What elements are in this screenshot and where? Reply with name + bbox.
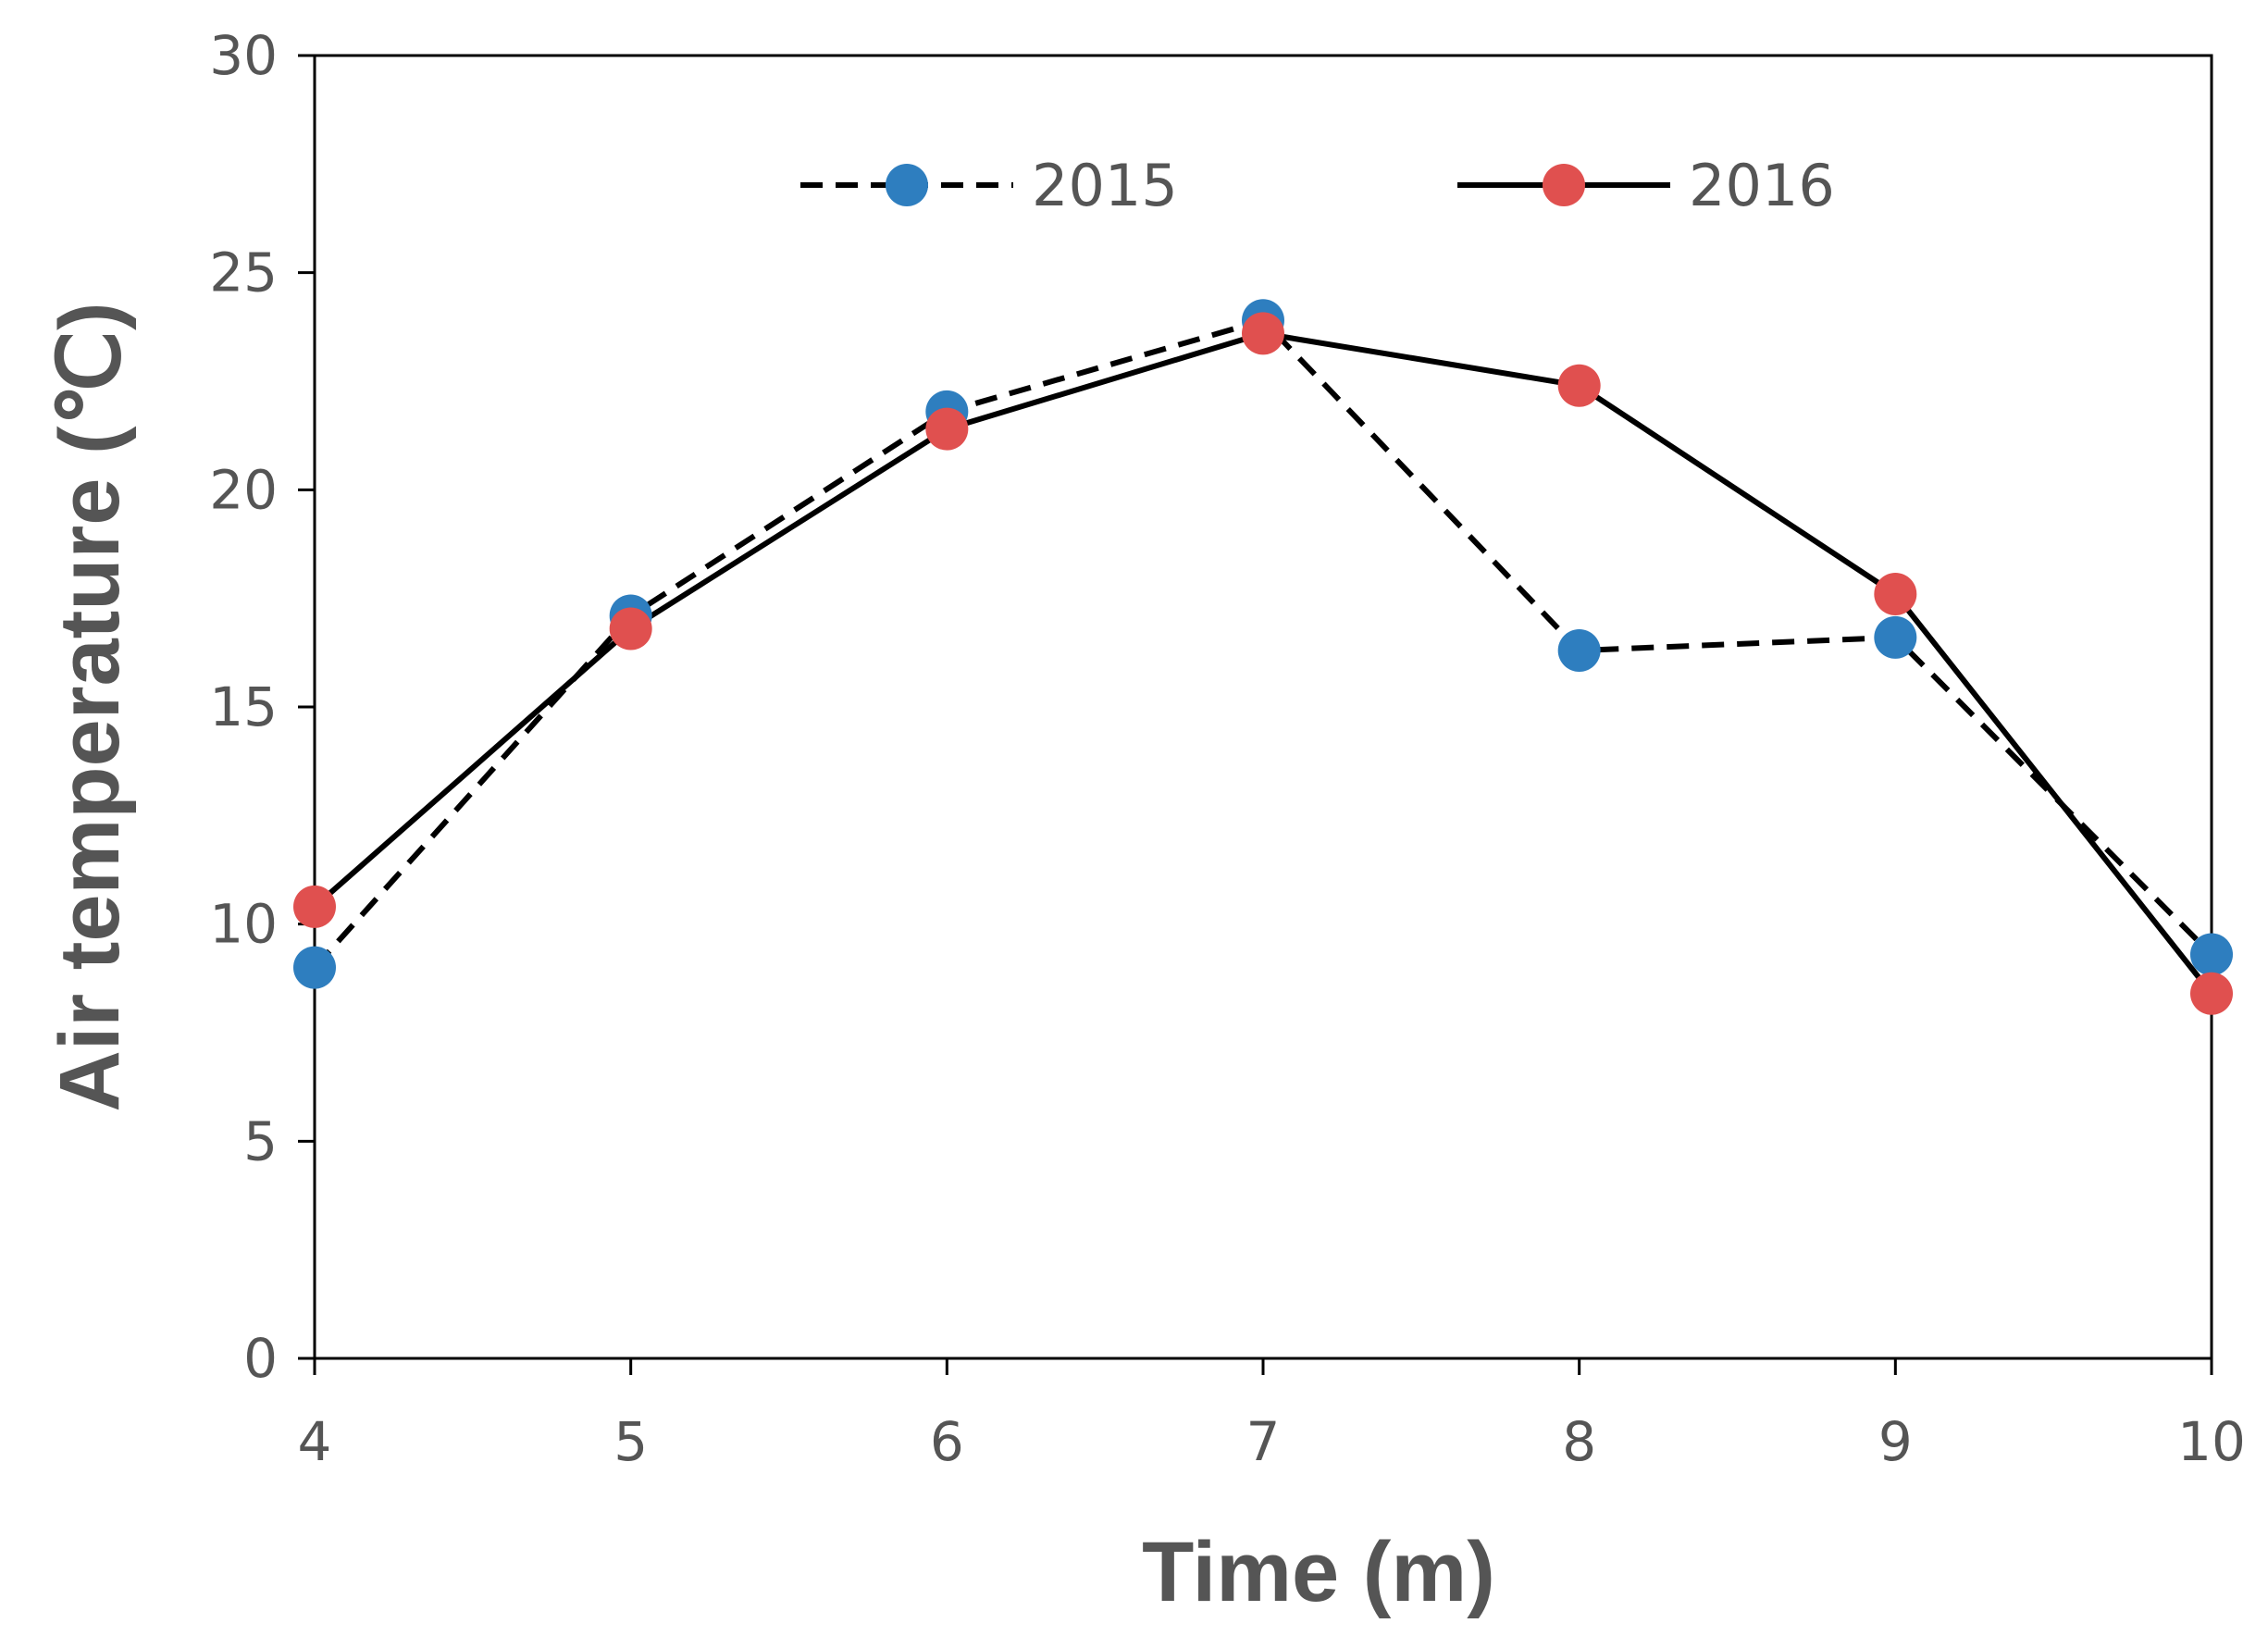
legend-label-2015: 2015 <box>1032 152 1178 219</box>
data-point-2015 <box>293 946 336 989</box>
x-axis: 4 5 6 7 8 9 10 <box>298 1358 2246 1473</box>
x-tick-label: 8 <box>1562 1410 1596 1473</box>
data-point-2015 <box>1874 615 1917 659</box>
data-point-2016 <box>609 607 652 651</box>
data-point-2016 <box>1874 572 1917 615</box>
y-tick-label: 25 <box>209 242 278 304</box>
data-point-2015 <box>1557 628 1601 672</box>
y-tick-label: 15 <box>209 675 278 738</box>
y-tick-label: 20 <box>209 458 278 521</box>
data-point-2016 <box>2190 972 2233 1015</box>
data-point-2016 <box>1242 312 1284 355</box>
x-tick-label: 4 <box>298 1410 332 1473</box>
data-point-2016 <box>1557 364 1601 407</box>
x-tick-label: 7 <box>1246 1410 1281 1473</box>
y-tick-label: 10 <box>209 893 278 956</box>
legend: 2015 2016 <box>800 152 1835 219</box>
data-point-2016 <box>293 885 336 928</box>
legend-label-2016: 2016 <box>1689 152 1835 219</box>
x-tick-label: 10 <box>2177 1410 2246 1473</box>
legend-marker-2016 <box>1543 164 1585 206</box>
y-axis-title: Air temperature (℃) <box>43 302 137 1111</box>
legend-marker-2015 <box>886 164 928 206</box>
series-layer <box>293 299 2233 1015</box>
y-tick-label: 30 <box>209 24 278 87</box>
x-tick-label: 9 <box>1878 1410 1913 1473</box>
y-axis: 0 5 10 15 20 25 30 <box>209 24 315 1390</box>
data-point-2015 <box>2190 933 2233 976</box>
data-point-2016 <box>925 407 969 451</box>
x-tick-label: 6 <box>930 1410 964 1473</box>
x-tick-label: 5 <box>613 1410 648 1473</box>
plot-area <box>313 54 2213 1360</box>
y-tick-label: 0 <box>243 1327 278 1390</box>
y-tick-label: 5 <box>243 1109 278 1172</box>
x-axis-title: Time (m) <box>1142 1525 1495 1619</box>
